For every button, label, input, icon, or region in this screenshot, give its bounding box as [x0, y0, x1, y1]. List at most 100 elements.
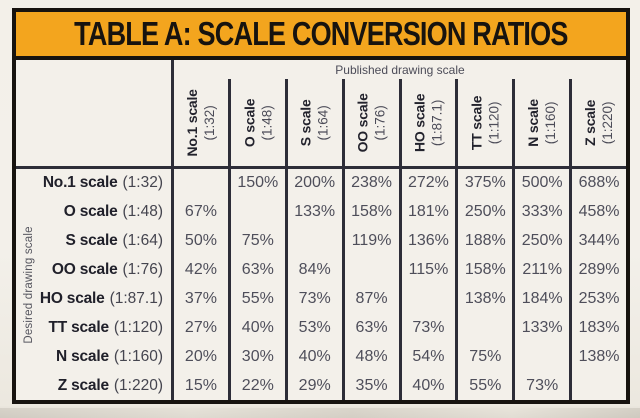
column-scale-name: Z scale [582, 99, 599, 146]
column-header-text: S scale (1:64) [297, 99, 333, 146]
table-title: TABLE A: SCALE CONVERSION RATIOS [74, 15, 568, 52]
table-header: Published drawing scale No.1 scale (1:32… [16, 60, 626, 169]
ratio-cell: 158% [341, 197, 399, 227]
ratio-cell: 73% [284, 284, 342, 314]
ratio-cell [227, 197, 285, 227]
table-row: N scale (1:160) 20% 30% 40% 48% 54% 75% 138% [16, 342, 626, 372]
table-row: TT scale (1:120) 27% 40% 53% 63% 73% 133% 183% [16, 313, 626, 343]
ratio-cell: 333% [512, 197, 569, 227]
ratio-cell [569, 371, 626, 400]
ratio-cell: 40% [227, 313, 285, 343]
ratio-cell: 188% [455, 226, 512, 256]
ratio-cell: 42% [184, 261, 217, 279]
ratio-cell: 238% [341, 169, 399, 198]
ratio-cell: 35% [341, 371, 399, 400]
row-label: HO scale (1:87.1) [16, 284, 174, 314]
ratio-cell: 115% [398, 255, 456, 285]
ratio-cell: 150% [227, 169, 285, 198]
column-scale-ratio: (1:220) [600, 101, 616, 144]
ratio-cell: 73% [512, 371, 569, 400]
published-scale-header: Published drawing scale No.1 scale (1:32… [174, 60, 626, 166]
column-scale-ratio: (1:87.1) [429, 99, 445, 146]
row-scale-name: S scale [65, 232, 118, 250]
row-scale-ratio: (1:32) [122, 174, 164, 192]
row-scale-name: OO scale [51, 261, 118, 279]
ratio-cell: 250% [512, 226, 569, 256]
published-axis-label: Published drawing scale [335, 63, 465, 77]
column-header: TT scale (1:120) [455, 79, 512, 166]
column-header-text: O scale (1:48) [240, 98, 276, 146]
row-label: No.1 scale (1:32) [16, 169, 174, 198]
ratio-cell: 200% [284, 169, 342, 198]
ratio-cell: 63% [227, 255, 285, 285]
conversion-table: Published drawing scale No.1 scale (1:32… [12, 56, 630, 404]
ratio-cell: 87% [341, 284, 399, 314]
row-scale-name: O scale [63, 203, 118, 221]
ratio-cell: 67% [184, 203, 217, 221]
ratio-cell: 211% [512, 255, 569, 285]
row-label: S scale (1:64) [16, 226, 174, 256]
row-scale-name: HO scale [39, 289, 105, 307]
row-scale-ratio: (1:87.1) [109, 289, 163, 307]
ratio-cell: 29% [284, 371, 342, 400]
table-row: S scale (1:64) 50% 75% 119% 136% 188% 250% 344… [16, 226, 626, 256]
ratio-cell: 138% [569, 342, 626, 372]
column-scale-name: O scale [240, 98, 257, 147]
column-header: N scale (1:160) [512, 79, 569, 166]
column-scale-name: TT scale [468, 95, 485, 150]
ratio-cell: 272% [398, 169, 456, 198]
ratio-cell: 253% [569, 284, 626, 314]
ratio-cell: 55% [455, 371, 512, 400]
column-scale-name: HO scale [411, 93, 428, 152]
ratio-cell: 133% [512, 313, 569, 343]
ratio-cell: 158% [455, 255, 512, 285]
ratio-cell: 30% [227, 342, 285, 372]
table-row: O scale (1:48) 67% 133% 158% 181% 250% 333% 45… [16, 197, 626, 227]
ratio-cell: 48% [341, 342, 399, 372]
row-label: TT scale (1:120) [16, 313, 174, 343]
ratio-cell: 27% [184, 318, 217, 336]
row-scale-name: Z scale [57, 376, 109, 394]
column-header: S scale (1:64) [284, 79, 342, 166]
column-header-text: N scale (1:160) [524, 99, 560, 147]
row-scale-name: TT scale [48, 318, 109, 336]
row-scale-ratio: (1:48) [122, 203, 164, 221]
table-row: HO scale (1:87.1) 37% 55% 73% 87% 138% 184% 25… [16, 284, 626, 314]
column-header-text: OO scale (1:76) [354, 93, 390, 152]
table-row: OO scale (1:76) 42% 63% 84% 115% 158% 211% 289… [16, 255, 626, 285]
ratio-cell: 40% [398, 371, 456, 400]
ratio-cell: 183% [569, 313, 626, 343]
ratio-cell: 250% [455, 197, 512, 227]
column-scale-ratio: (1:48) [259, 104, 275, 141]
desired-axis-label: Desired drawing scale [23, 225, 35, 344]
ratio-cell [512, 342, 569, 372]
table-corner-cell [16, 60, 174, 166]
ratio-cell: 289% [569, 255, 626, 285]
ratio-cell: 84% [284, 255, 342, 285]
column-scale-ratio: (1:160) [543, 101, 559, 144]
ratio-cell: 50% [184, 232, 217, 250]
ratio-cell: 344% [569, 226, 626, 256]
scan-artifact [0, 408, 640, 418]
ratio-cell [284, 226, 342, 256]
ratio-cell: 500% [512, 169, 569, 198]
ratio-cell: 54% [398, 342, 456, 372]
ratio-cell: 40% [284, 342, 342, 372]
column-header: OO scale (1:76) [341, 79, 399, 166]
column-scale-name: OO scale [354, 92, 371, 153]
column-header: Z scale (1:220) [569, 79, 626, 166]
column-header: No.1 scale (1:32) [174, 79, 228, 166]
ratio-cell [398, 284, 456, 314]
column-header-text: TT scale (1:120) [467, 95, 503, 149]
ratio-cell: 20% [184, 347, 217, 365]
ratio-cell: 375% [455, 169, 512, 198]
row-label: O scale (1:48) [16, 197, 174, 227]
ratio-cell: 133% [284, 197, 342, 227]
ratio-cell: 15% [184, 376, 217, 394]
ratio-cell: 184% [512, 284, 569, 314]
column-header: HO scale (1:87.1) [398, 79, 456, 166]
table-row: Z scale (1:220) 15% 22% 29% 35% 40% 55% 73% [16, 371, 626, 400]
ratio-cell: 119% [341, 226, 399, 256]
row-scale-ratio: (1:76) [122, 261, 164, 279]
